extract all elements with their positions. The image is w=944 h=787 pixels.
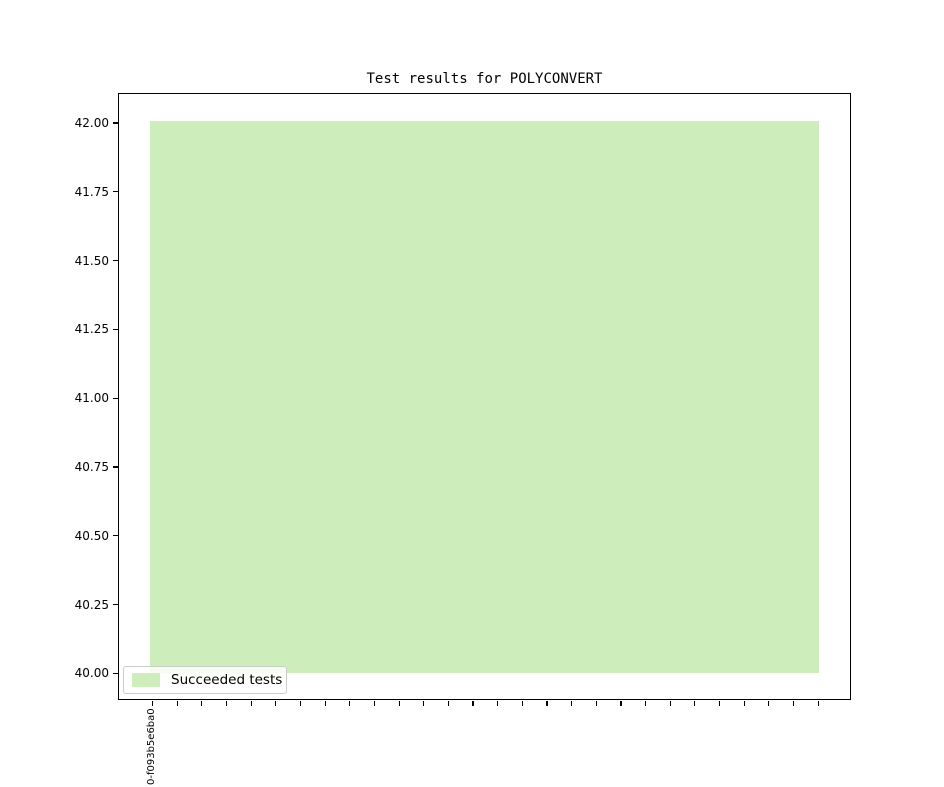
x-tick-mark [398,701,400,706]
y-tick-label: 41.50 [74,253,109,268]
y-tick-mark [113,397,118,399]
x-tick-mark [817,701,819,706]
y-tick-label: 41.25 [74,322,109,337]
y-tick-mark [113,191,118,193]
y-tick-mark [113,260,118,262]
legend-label: Succeeded tests [171,672,283,688]
x-tick-mark [571,701,573,706]
legend-swatch-succeeded [132,673,160,687]
y-tick-mark [113,122,118,124]
x-tick-mark [669,701,671,706]
y-tick-label: 40.25 [74,597,109,612]
plot-area: 42.00 41.75 41.50 41.25 41.00 40.75 40.50 40.25… [75,93,851,706]
x-tick-mark [324,701,326,706]
x-tick-mark [447,701,449,706]
y-tick-mark [113,466,118,468]
x-tick-mark [546,701,548,706]
x-tick-mark [225,701,228,706]
x-tick-mark [472,701,474,706]
x-tick-mark [718,701,721,706]
y-tick-label: 42.00 [74,116,109,130]
x-tick-mark [497,701,499,706]
x-tick-mark [201,701,203,706]
x-tick-mark [423,701,425,706]
x-tick-mark [620,701,622,706]
x-tick-mark [645,701,647,706]
chart-title: Test results for POLYCONVERT [366,71,603,87]
x-tick-mark [176,701,178,706]
x-tick-mark [595,701,597,706]
x-tick-mark [521,701,523,706]
x-tick-mark [250,701,252,706]
x-tick-mark [299,701,302,706]
y-tick-mark [113,328,118,330]
x-tick-mark [743,701,745,706]
y-tick-label: 41.00 [74,391,109,406]
y-tick-label: 40.00 [74,666,109,681]
y-tick-label: 40.75 [74,460,109,474]
y-tick-label: 40.50 [74,528,109,543]
y-tick-mark [113,604,118,606]
y-tick-mark [113,672,118,674]
x-tick-mark [152,701,154,706]
y-tick-label: 41.75 [74,184,109,199]
x-tick-label-commit: 0-f093b5e6ba0 [146,708,157,785]
succeeded-tests-bar [150,121,819,673]
y-tick-mark [113,535,118,537]
x-tick-mark [373,701,376,706]
x-tick-mark [349,701,351,706]
x-tick-mark [792,701,795,706]
x-tick-mark [694,701,696,706]
x-tick-mark [275,701,277,706]
x-tick-mark [768,701,770,706]
legend: Succeeded tests [123,666,287,694]
